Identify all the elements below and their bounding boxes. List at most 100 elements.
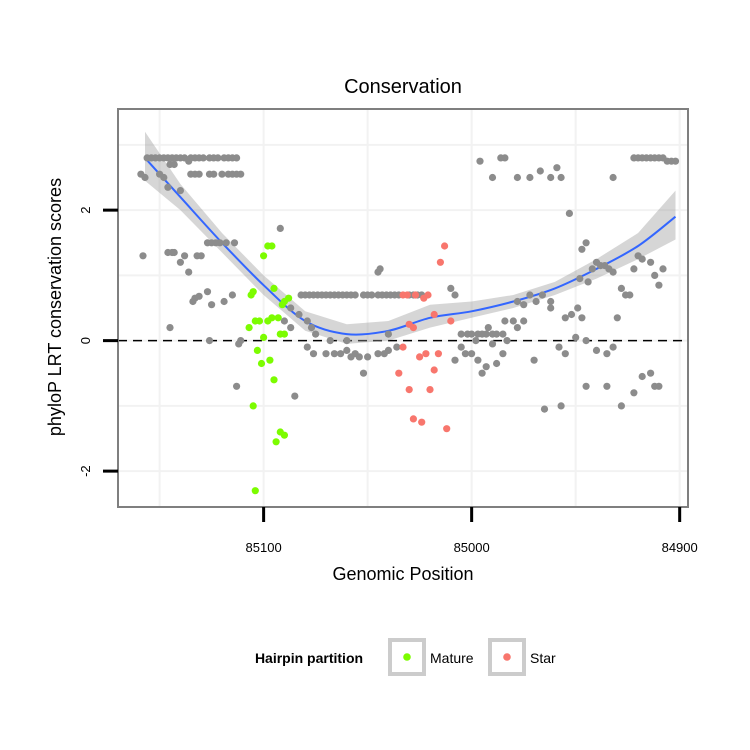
data-point [582, 239, 590, 247]
data-point [218, 170, 226, 178]
data-point [565, 209, 574, 217]
star-point [418, 418, 426, 426]
data-point [164, 183, 172, 191]
data-point [343, 346, 351, 354]
data-point [474, 356, 482, 364]
mature-point [251, 487, 259, 495]
data-point [513, 324, 522, 332]
data-point [576, 275, 584, 283]
star-point [399, 343, 407, 351]
data-point [520, 317, 528, 325]
star-point [426, 386, 434, 394]
data-point [536, 167, 544, 175]
data-point [561, 350, 569, 358]
legend-key-star [503, 653, 511, 661]
data-point [582, 382, 590, 390]
data-point [451, 356, 459, 364]
legend: Hairpin partition Mature Star [255, 638, 556, 676]
y-tick-label: 2 [78, 207, 93, 214]
data-point [626, 291, 634, 299]
data-point [355, 353, 363, 361]
data-point [326, 337, 334, 345]
data-point [538, 291, 547, 299]
data-point [513, 173, 522, 182]
data-point [337, 350, 345, 358]
data-point [499, 330, 507, 338]
data-point [393, 343, 401, 351]
legend-items: Mature Star [388, 638, 556, 676]
mature-point [270, 376, 278, 384]
mature-point [257, 359, 266, 368]
data-point [488, 173, 497, 182]
y-axis-label: phyloP LRT conservation scores [45, 178, 65, 436]
data-point [170, 160, 178, 169]
data-point [501, 317, 509, 325]
data-point [384, 330, 392, 338]
data-point [592, 346, 601, 354]
data-point [237, 337, 245, 345]
data-point [295, 310, 303, 319]
mature-point [280, 431, 288, 439]
data-point [540, 405, 549, 413]
star-point [443, 425, 451, 433]
data-point [578, 245, 586, 253]
x-tick-label: 84900 [662, 540, 698, 555]
data-point [195, 292, 203, 300]
data-point [526, 291, 534, 299]
data-point [557, 173, 565, 182]
mature-point [260, 252, 268, 260]
star-point [430, 366, 438, 374]
data-point [574, 304, 582, 312]
star-point [405, 386, 413, 394]
data-point [176, 258, 184, 266]
data-point [461, 350, 469, 358]
data-point [476, 157, 484, 165]
mature-point [260, 333, 268, 341]
data-point [501, 154, 509, 162]
star-point [436, 258, 444, 266]
data-point [671, 157, 680, 165]
data-point [638, 255, 646, 263]
data-point [376, 265, 384, 273]
data-point [368, 291, 376, 299]
data-point [532, 297, 540, 306]
data-point [384, 346, 392, 354]
y-tick-label: -2 [78, 465, 93, 477]
data-point [457, 343, 465, 351]
data-point [553, 164, 561, 172]
mature-point [285, 294, 293, 302]
data-point [230, 239, 239, 247]
data-point [214, 154, 222, 162]
data-point [216, 239, 224, 247]
data-point [343, 337, 351, 345]
mature-point [247, 291, 255, 299]
data-point [307, 324, 316, 332]
data-point [359, 369, 368, 377]
series-star [395, 242, 455, 433]
mature-point [280, 330, 288, 338]
data-point [567, 310, 576, 319]
data-point [530, 356, 538, 364]
data-point [468, 350, 476, 358]
data-point [139, 252, 147, 260]
star-point [430, 310, 438, 319]
data-point [205, 337, 214, 345]
data-point [609, 173, 617, 182]
data-point [488, 340, 497, 348]
data-point [617, 284, 626, 292]
data-point [651, 271, 659, 279]
data-point [503, 337, 511, 345]
data-point [330, 350, 338, 358]
star-point [403, 291, 411, 299]
data-point [228, 291, 236, 299]
data-point [309, 350, 318, 358]
data-point [561, 314, 569, 322]
data-point [176, 187, 184, 195]
data-point [210, 170, 218, 178]
data-point [472, 337, 480, 345]
series-mature [245, 242, 293, 495]
data-point [276, 224, 284, 232]
x-tick-label: 85100 [246, 540, 282, 555]
plot-panel [117, 108, 689, 508]
data-point [195, 170, 203, 178]
